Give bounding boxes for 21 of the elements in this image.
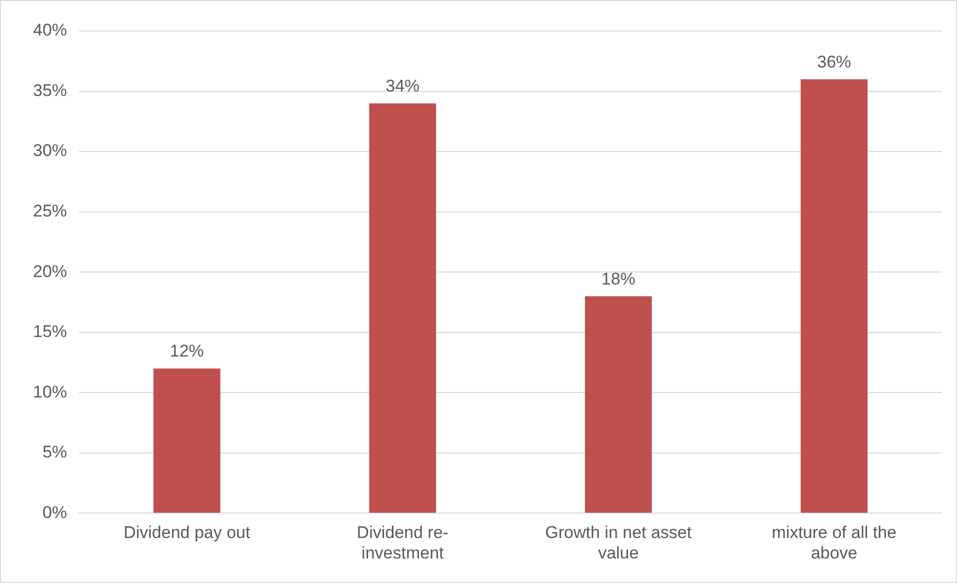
y-tick-label: 15% xyxy=(32,322,68,342)
data-label: 12% xyxy=(170,342,204,361)
y-tick-label: 0% xyxy=(42,502,68,522)
bar xyxy=(153,368,220,513)
data-label: 34% xyxy=(386,76,420,96)
x-tick-label: mixture of all the above xyxy=(772,523,896,562)
y-tick-label: 5% xyxy=(42,442,68,462)
bar xyxy=(369,103,436,513)
y-tick-label: 30% xyxy=(32,141,68,160)
y-tick-label: 10% xyxy=(32,382,68,402)
bar xyxy=(584,296,652,513)
y-tick-label: 35% xyxy=(32,80,68,100)
data-label: 18% xyxy=(601,269,636,288)
y-tick-label: 25% xyxy=(32,202,68,221)
y-tick-label: 20% xyxy=(32,262,68,281)
y-tick-label: 40% xyxy=(32,20,68,40)
x-tick-label: Dividend pay out xyxy=(124,523,250,542)
x-tick-label: Dividend re-investment xyxy=(356,523,448,562)
data-label: 36% xyxy=(817,52,852,72)
x-tick-label: Growth in net asset value xyxy=(545,523,692,562)
bar xyxy=(800,79,868,513)
